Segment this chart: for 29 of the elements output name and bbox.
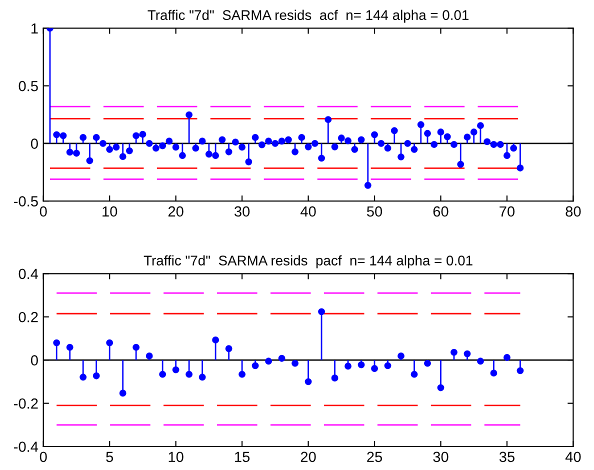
x-tick-label: 40 [300,206,316,217]
x-tick-label: 50 [366,206,382,217]
x-tick-label: 20 [168,206,184,217]
x-tick-label: 15 [235,452,250,462]
x-tick-label: 70 [500,206,515,217]
x-tick-label: 60 [433,206,448,217]
x-tick-label: 25 [367,452,382,462]
x-tick-label: 20 [300,452,316,462]
y-tick-label: 0.4 [18,268,38,280]
x-tick-label: 30 [433,452,448,462]
x-tick-label: 40 [565,452,581,462]
x-tick-label: 30 [234,206,250,217]
chart-title: Traffic "7d" SARMA resids pacf n= 144 alpha = 0.01 [144,255,472,268]
y-tick-label: 0 [30,138,38,149]
y-tick-label: 1 [32,23,38,34]
y-tick-label: -0.2 [14,398,38,409]
x-tick-label: 0 [40,452,47,462]
y-tick-label: 0 [30,355,38,366]
x-tick-label: 10 [168,452,184,462]
x-tick-label: 35 [499,452,514,462]
x-tick-label: 0 [40,206,47,217]
y-tick-label: -0.5 [14,196,38,206]
x-tick-label: 10 [102,206,118,217]
y-tick-label: 0.2 [18,312,38,322]
x-tick-label: 80 [566,206,581,217]
y-tick-label: 0.5 [18,80,38,92]
x-tick-label: 5 [106,452,114,462]
chart-title: Traffic "7d" SARMA resids acf n= 144 alpha = 0.01 [148,10,468,23]
y-tick-label: -0.4 [14,442,38,452]
